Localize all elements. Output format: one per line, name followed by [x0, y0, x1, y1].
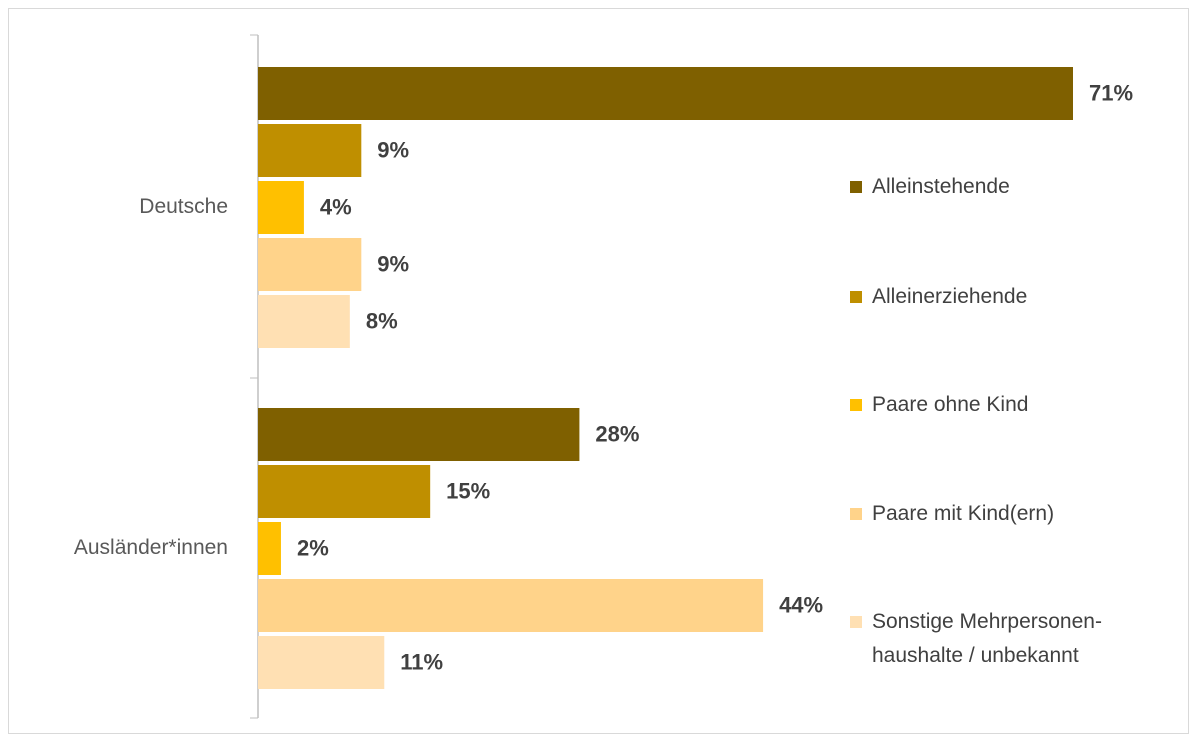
legend-label: Paare mit Kind(ern): [872, 502, 1055, 525]
legend-label: Alleinstehende: [872, 175, 1010, 198]
data-label: 9%: [377, 137, 409, 162]
data-label: 8%: [366, 308, 398, 333]
bar: [258, 408, 580, 461]
data-label: 9%: [377, 251, 409, 276]
bar: [258, 238, 362, 291]
legend-label: Paare ohne Kind: [872, 393, 1029, 416]
data-label: 4%: [320, 194, 352, 219]
legend-entry: Alleinstehende: [872, 175, 1010, 198]
legend-label: Alleinerziehende: [872, 285, 1028, 308]
category-label: Ausländer*innen: [74, 536, 228, 559]
data-label: 71%: [1089, 80, 1133, 105]
data-label: 44%: [779, 592, 823, 617]
bar: [258, 522, 281, 575]
data-label: 28%: [595, 421, 639, 446]
legend-swatch: [850, 616, 862, 628]
bar: [258, 67, 1073, 120]
legend-entry: Paare mit Kind(ern): [872, 502, 1055, 525]
category-label: Deutsche: [139, 195, 228, 218]
legend-entry: Alleinerziehende: [872, 285, 1028, 308]
bar: [258, 636, 385, 689]
bar: [258, 124, 362, 177]
data-label: 11%: [400, 649, 443, 674]
data-label: 15%: [446, 478, 490, 503]
data-label: 2%: [297, 535, 329, 560]
legend-entry: Paare ohne Kind: [872, 393, 1029, 416]
bar: [258, 295, 350, 348]
legend-swatch: [850, 181, 862, 193]
bar: [258, 465, 431, 518]
bar: [258, 181, 304, 234]
bar: [258, 579, 764, 632]
legend-swatch: [850, 399, 862, 411]
legend-swatch: [850, 291, 862, 303]
legend-label: Sonstige Mehrpersonen-haushalte / unbeka…: [872, 610, 1102, 667]
legend-entry: Sonstige Mehrpersonen-haushalte / unbeka…: [872, 610, 1102, 667]
legend-swatch: [850, 508, 862, 520]
